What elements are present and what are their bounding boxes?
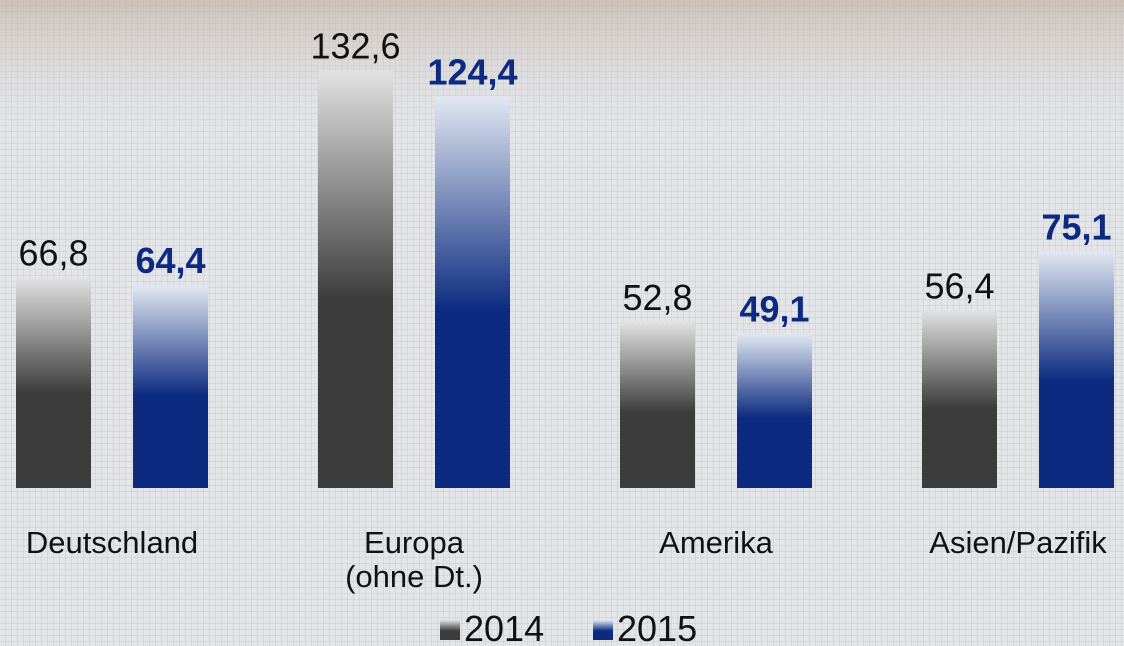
bar (435, 96, 510, 489)
bar (737, 333, 812, 488)
bar (620, 321, 695, 488)
bar (318, 70, 393, 489)
legend-label: 2014 (464, 608, 544, 646)
bar (922, 310, 997, 488)
value-label: 64,4 (135, 240, 205, 281)
value-label: 56,4 (924, 265, 994, 306)
value-label: 132,6 (310, 26, 400, 67)
background-glow (0, 0, 1124, 140)
bar (16, 277, 91, 488)
legend-swatch (593, 620, 613, 640)
x-tick-label: Amerika (659, 525, 773, 560)
legend-label: 2015 (617, 608, 697, 646)
bar (133, 285, 208, 488)
x-tick-label: Asien/Pazifik (929, 525, 1107, 560)
x-tick-label: Europa (ohne Dt.) (345, 525, 483, 594)
value-label: 52,8 (622, 277, 692, 318)
bar (1039, 251, 1114, 488)
value-label: 124,4 (427, 51, 517, 92)
x-tick-label: Deutschland (25, 525, 199, 560)
legend-swatch (440, 620, 460, 640)
value-label: 49,1 (739, 288, 809, 329)
value-label: 66,8 (18, 233, 88, 274)
value-label: 75,1 (1041, 207, 1111, 248)
